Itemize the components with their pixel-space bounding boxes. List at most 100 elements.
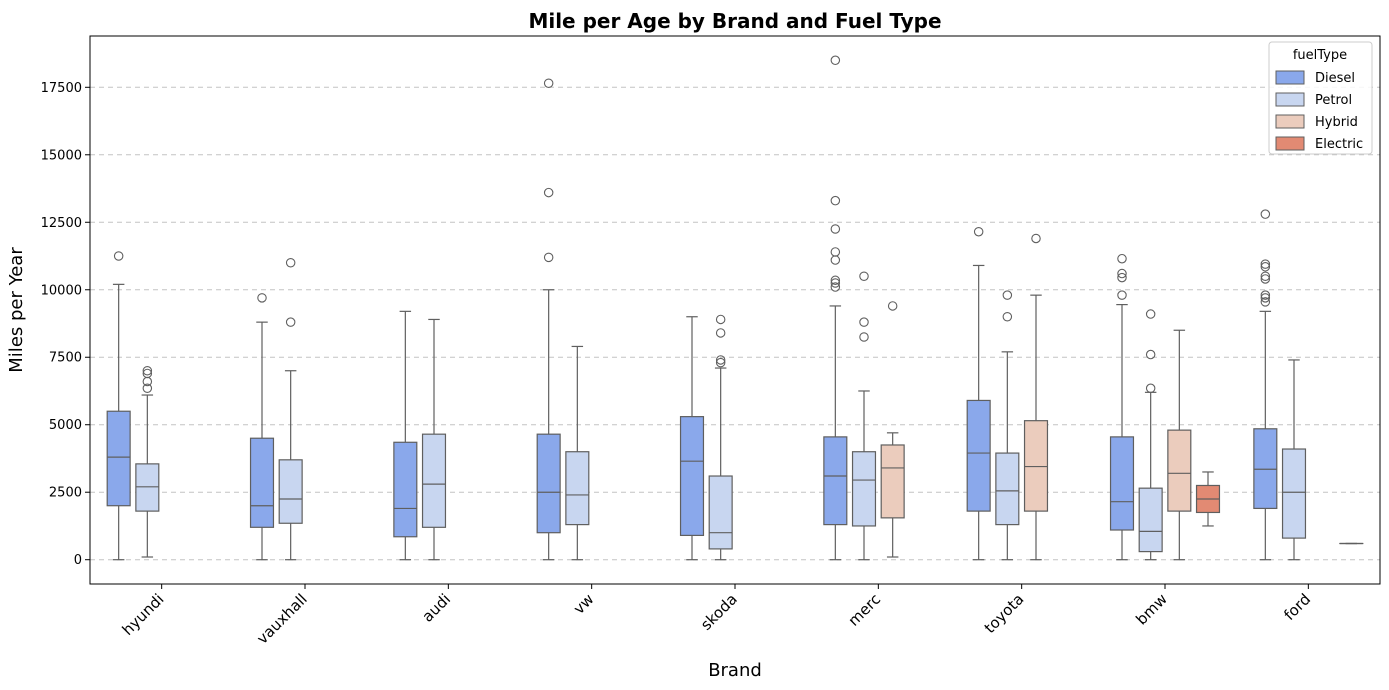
x-tick-label: merc (845, 590, 885, 630)
outlier-point (1260, 290, 1271, 300)
x-tick-label: audi (419, 590, 455, 626)
box-body (536, 433, 561, 534)
y-tick-label: 7500 (49, 351, 82, 366)
outlier-point (142, 368, 153, 379)
outlier-point (1117, 268, 1127, 279)
box-body (421, 433, 447, 528)
outlier-point (1260, 262, 1271, 272)
outlier-point (1260, 274, 1271, 284)
x-tick-label: toyota (981, 590, 1028, 637)
box-merc-petrol (851, 271, 877, 561)
outlier-point (543, 252, 554, 263)
box-bmw-hybrid (1167, 329, 1192, 561)
box-body (823, 436, 848, 526)
box-toyota-petrol (995, 290, 1020, 561)
box-audi-diesel (393, 310, 418, 561)
outlier-point (715, 328, 726, 338)
box-body (393, 441, 418, 538)
outlier-point (1260, 293, 1271, 303)
outlier-point (830, 282, 841, 292)
y-tick-label: 12500 (41, 216, 82, 231)
outlier-point (1002, 311, 1013, 322)
y-tick-label: 10000 (41, 283, 82, 298)
legend-label-hybrid: Hybrid (1315, 115, 1358, 130)
outlier-point (1145, 309, 1156, 319)
box-vauxhall-petrol (278, 258, 303, 561)
box-skoda-petrol (708, 314, 733, 561)
y-tick-label: 17500 (41, 81, 82, 96)
box-body (708, 475, 733, 550)
y-tick-label: 5000 (49, 418, 82, 433)
legend-label-petrol: Petrol (1315, 93, 1352, 108)
box-body (880, 444, 905, 519)
outlier-point (830, 195, 841, 206)
chart-title: Mile per Age by Brand and Fuel Type (528, 9, 941, 33)
box-vauxhall-diesel (249, 293, 275, 561)
boxes-layer (106, 55, 1364, 561)
outlier-point (1117, 290, 1127, 300)
outlier-point (830, 275, 841, 286)
x-tick-label: vauxhall (253, 590, 311, 648)
x-tick-label: bmw (1132, 590, 1170, 628)
outlier-point (1145, 383, 1156, 394)
box-toyota-diesel (966, 226, 991, 561)
box-vw-diesel (536, 78, 561, 561)
box-body (1023, 420, 1049, 512)
outlier-point (113, 251, 124, 261)
outlier-point (1117, 272, 1127, 283)
legend: fuelType Diesel Petrol Hybrid Electric (1268, 41, 1373, 155)
box-body (966, 399, 991, 512)
box-merc-diesel (823, 55, 848, 561)
outlier-point (543, 78, 554, 88)
outlier-point (1002, 290, 1013, 300)
box-body (851, 451, 877, 527)
box-body (106, 410, 131, 507)
outlier-point (830, 278, 841, 288)
y-axis-label: Miles per Year (6, 247, 27, 373)
box-audi-petrol (421, 318, 447, 561)
legend-swatch-electric (1275, 136, 1305, 151)
legend-label-electric: Electric (1315, 137, 1363, 152)
outlier-point (859, 317, 869, 327)
box-merc-hybrid (880, 301, 905, 558)
outlier-point (1260, 297, 1271, 307)
box-hyundi-petrol (135, 365, 160, 558)
x-tick-label: skoda (697, 590, 741, 634)
outlier-point (859, 332, 869, 342)
legend-entries: Diesel Petrol Hybrid Electric (1275, 70, 1363, 152)
box-skoda-diesel (679, 316, 705, 561)
box-body (679, 416, 705, 537)
x-tick-label: ford (1280, 590, 1314, 624)
outlier-point (887, 301, 898, 311)
box-vw-petrol (565, 345, 590, 561)
box-body (1138, 487, 1163, 553)
outlier-point (1260, 209, 1271, 219)
outlier-point (1117, 253, 1127, 264)
outlier-point (142, 383, 153, 394)
outlier-point (1260, 271, 1271, 282)
x-axis: hyundi vauxhall audi vw skoda merc toyota bmw fo… (119, 584, 1314, 648)
box-body (1109, 436, 1135, 531)
outlier-point (830, 255, 841, 265)
y-axis: 0 2500 5000 7500 10000 12500 15000 17500 (41, 81, 90, 568)
outlier-point (715, 355, 726, 365)
outlier-point (859, 271, 869, 282)
outlier-point (285, 258, 296, 268)
outlier-point (142, 365, 153, 376)
box-body (1253, 428, 1278, 510)
outlier-point (973, 226, 984, 237)
box-ford-diesel (1253, 209, 1278, 561)
box-body (565, 451, 590, 526)
outlier-point (715, 357, 726, 368)
outlier-point (1031, 233, 1041, 244)
box-hyundi-diesel (106, 251, 131, 561)
box-body (995, 452, 1020, 526)
x-axis-label: Brand (708, 660, 762, 681)
x-tick-label: vw (570, 590, 598, 618)
legend-label-diesel: Diesel (1315, 71, 1355, 86)
legend-swatch-diesel (1275, 70, 1305, 85)
outlier-point (1260, 259, 1271, 269)
outlier-point (1145, 349, 1156, 360)
legend-title: fuelType (1293, 48, 1347, 63)
